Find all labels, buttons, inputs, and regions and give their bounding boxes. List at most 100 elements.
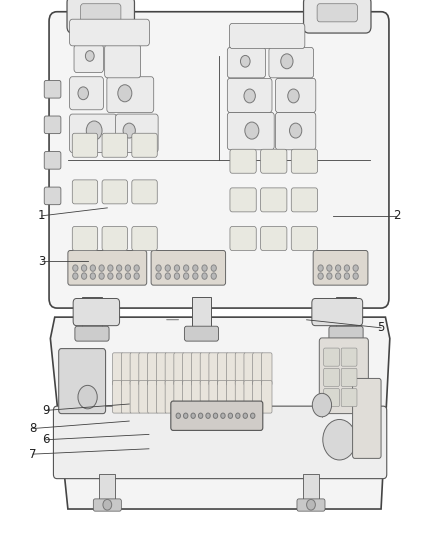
FancyBboxPatch shape — [261, 149, 287, 173]
Bar — [82, 297, 102, 332]
Text: 3: 3 — [38, 255, 45, 268]
FancyBboxPatch shape — [72, 133, 98, 157]
FancyBboxPatch shape — [261, 227, 287, 251]
FancyBboxPatch shape — [218, 353, 228, 385]
FancyBboxPatch shape — [130, 353, 141, 385]
FancyBboxPatch shape — [341, 389, 357, 407]
FancyBboxPatch shape — [291, 188, 318, 212]
FancyBboxPatch shape — [200, 381, 211, 413]
Circle shape — [90, 265, 95, 271]
Circle shape — [211, 265, 216, 271]
FancyBboxPatch shape — [227, 78, 272, 112]
Circle shape — [312, 393, 332, 417]
Text: 1: 1 — [38, 209, 46, 222]
FancyBboxPatch shape — [44, 151, 61, 169]
FancyBboxPatch shape — [183, 381, 193, 413]
FancyBboxPatch shape — [75, 326, 109, 341]
FancyBboxPatch shape — [72, 180, 98, 204]
FancyBboxPatch shape — [67, 0, 134, 33]
FancyBboxPatch shape — [156, 381, 167, 413]
FancyBboxPatch shape — [209, 381, 219, 413]
FancyBboxPatch shape — [312, 298, 363, 326]
Circle shape — [117, 273, 122, 279]
Circle shape — [165, 273, 170, 279]
Bar — [192, 297, 211, 332]
FancyBboxPatch shape — [113, 381, 123, 413]
FancyBboxPatch shape — [353, 378, 381, 458]
Circle shape — [184, 265, 189, 271]
Circle shape — [103, 499, 112, 510]
FancyBboxPatch shape — [72, 227, 98, 251]
FancyBboxPatch shape — [81, 4, 121, 22]
Circle shape — [213, 413, 218, 418]
FancyBboxPatch shape — [44, 80, 61, 98]
Circle shape — [176, 413, 180, 418]
Circle shape — [73, 273, 78, 279]
Circle shape — [78, 87, 88, 100]
Text: 9: 9 — [42, 404, 50, 417]
Circle shape — [307, 499, 315, 510]
FancyBboxPatch shape — [230, 23, 305, 49]
Circle shape — [221, 413, 225, 418]
FancyBboxPatch shape — [70, 77, 103, 110]
FancyBboxPatch shape — [132, 133, 157, 157]
FancyBboxPatch shape — [230, 188, 256, 212]
Circle shape — [99, 265, 104, 271]
Circle shape — [198, 413, 203, 418]
Circle shape — [211, 273, 216, 279]
FancyBboxPatch shape — [324, 389, 339, 407]
FancyBboxPatch shape — [227, 112, 274, 150]
Circle shape — [85, 51, 94, 61]
FancyBboxPatch shape — [151, 251, 226, 285]
Circle shape — [327, 265, 332, 271]
Circle shape — [193, 265, 198, 271]
FancyBboxPatch shape — [165, 353, 176, 385]
FancyBboxPatch shape — [276, 112, 316, 150]
Circle shape — [336, 265, 341, 271]
FancyBboxPatch shape — [235, 381, 246, 413]
FancyBboxPatch shape — [317, 4, 357, 22]
Bar — [336, 297, 356, 332]
Text: 5: 5 — [378, 321, 385, 334]
FancyBboxPatch shape — [148, 353, 158, 385]
FancyBboxPatch shape — [116, 114, 158, 152]
FancyBboxPatch shape — [70, 114, 117, 152]
Circle shape — [244, 89, 255, 103]
FancyBboxPatch shape — [230, 149, 256, 173]
Circle shape — [206, 413, 210, 418]
FancyBboxPatch shape — [130, 381, 141, 413]
Circle shape — [108, 265, 113, 271]
FancyBboxPatch shape — [102, 227, 127, 251]
Circle shape — [323, 419, 356, 460]
FancyBboxPatch shape — [121, 381, 132, 413]
Circle shape — [125, 265, 131, 271]
FancyBboxPatch shape — [253, 353, 263, 385]
Bar — [303, 474, 319, 504]
FancyBboxPatch shape — [171, 401, 263, 431]
FancyBboxPatch shape — [183, 353, 193, 385]
Circle shape — [99, 273, 104, 279]
Text: 7: 7 — [29, 448, 37, 461]
Circle shape — [118, 85, 132, 102]
FancyBboxPatch shape — [276, 78, 316, 112]
FancyBboxPatch shape — [291, 149, 318, 173]
Circle shape — [353, 273, 358, 279]
FancyBboxPatch shape — [174, 353, 184, 385]
FancyBboxPatch shape — [148, 381, 158, 413]
Circle shape — [353, 265, 358, 271]
FancyBboxPatch shape — [329, 326, 363, 341]
FancyBboxPatch shape — [102, 133, 127, 157]
FancyBboxPatch shape — [102, 180, 127, 204]
Circle shape — [344, 273, 350, 279]
FancyBboxPatch shape — [324, 368, 339, 386]
Circle shape — [288, 89, 299, 103]
FancyBboxPatch shape — [184, 326, 219, 341]
Circle shape — [81, 273, 87, 279]
Circle shape — [125, 273, 131, 279]
Circle shape — [202, 265, 207, 271]
Circle shape — [90, 273, 95, 279]
Circle shape — [193, 273, 198, 279]
Circle shape — [240, 55, 250, 67]
FancyBboxPatch shape — [44, 187, 61, 205]
FancyBboxPatch shape — [107, 77, 154, 112]
